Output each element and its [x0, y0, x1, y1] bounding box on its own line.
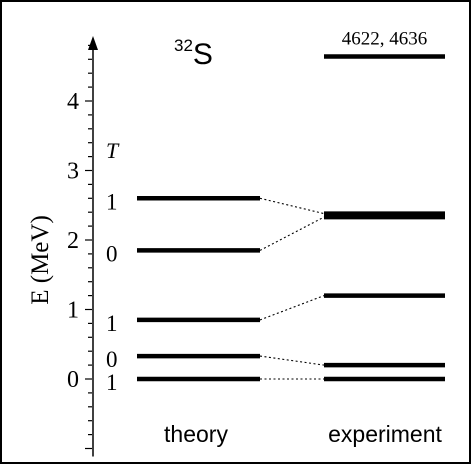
y-axis-label: E (MeV) — [27, 215, 54, 305]
level-energy-label: 4622, 4636 — [342, 29, 428, 50]
y-tick-label: 0 — [67, 367, 79, 393]
y-tick-label: 3 — [67, 159, 79, 185]
isospin-label: 0 — [106, 347, 118, 372]
y-tick-label: 2 — [67, 228, 79, 254]
isospin-label: 1 — [106, 370, 118, 395]
level-link — [259, 295, 325, 321]
column-label-experiment: experiment — [328, 421, 442, 447]
column-label-theory: theory — [164, 421, 228, 447]
isospin-label: 1 — [106, 311, 118, 336]
isospin-label: 1 — [106, 189, 118, 214]
nucleus-title: 32S — [174, 36, 213, 71]
y-tick-label: 4 — [67, 89, 79, 115]
axis-arrow — [88, 36, 98, 50]
level-link — [259, 197, 325, 215]
isospin-label: 0 — [106, 241, 118, 266]
isospin-header: T — [106, 138, 120, 163]
level-link — [259, 216, 325, 251]
element-symbol: S — [193, 38, 213, 71]
level-link — [259, 355, 325, 366]
y-tick-label: 1 — [67, 298, 79, 324]
energy-levels — [137, 54, 445, 382]
level-links — [259, 197, 325, 380]
energy-axis: 0 1 2 3 4 — [67, 36, 98, 457]
mass-number: 32 — [174, 36, 193, 55]
